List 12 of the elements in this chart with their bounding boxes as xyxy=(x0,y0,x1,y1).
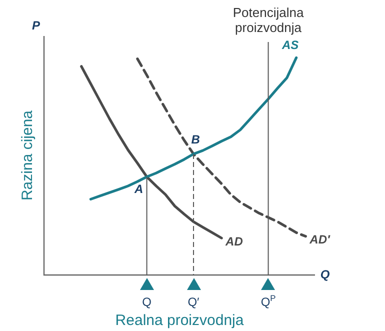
annotation: B xyxy=(191,132,200,146)
x-tick-label: Q′ xyxy=(188,295,200,309)
text: Q xyxy=(320,267,330,282)
x-tick-label: Q xyxy=(142,295,152,309)
ref-line-label: Potencijalna proizvodnja xyxy=(232,5,304,35)
series-label: AD xyxy=(224,234,244,248)
x-axis-title: Realna proizvodnja xyxy=(115,312,244,330)
series-label: AD′ xyxy=(308,232,331,247)
text: P xyxy=(32,18,41,32)
y-axis-title: Razina cijena xyxy=(19,110,36,201)
annotation: A xyxy=(133,182,144,196)
series-label: AS xyxy=(280,38,299,52)
